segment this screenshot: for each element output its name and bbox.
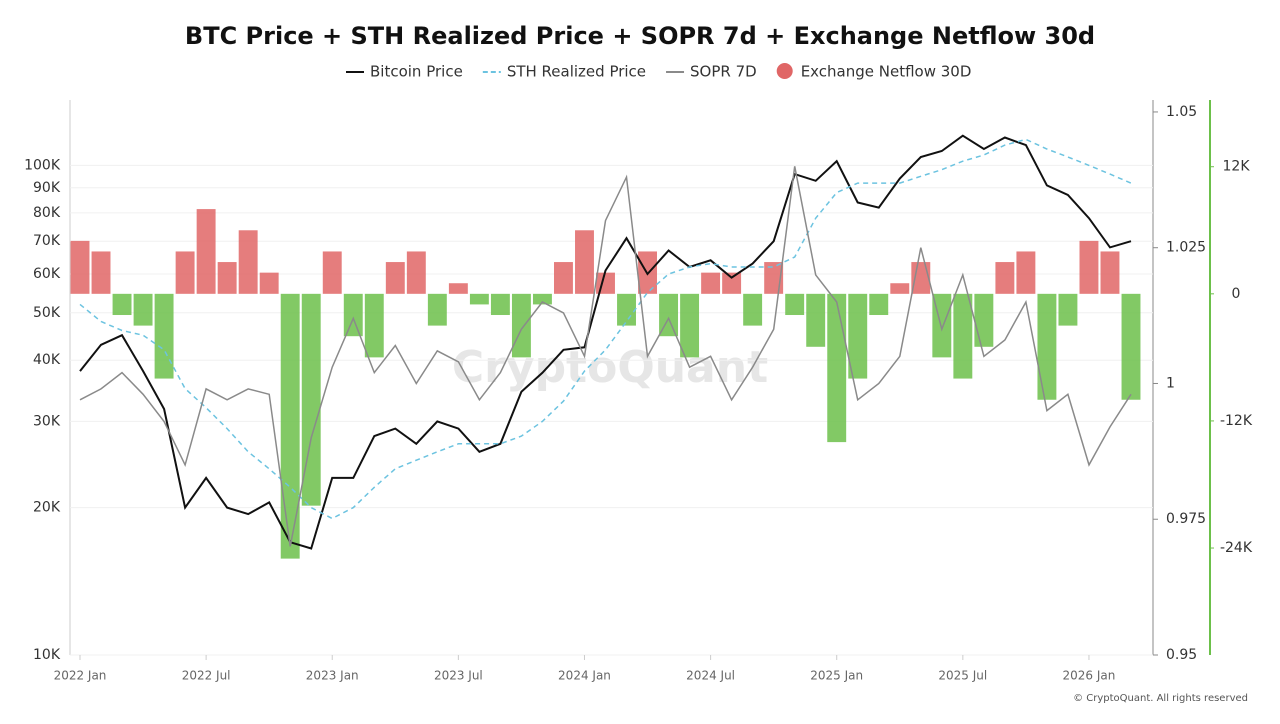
legend-item: STH Realized Price bbox=[482, 63, 646, 81]
x-tick-label: 2025 Jan bbox=[810, 669, 863, 683]
netflow-bar bbox=[596, 272, 615, 294]
y-tick-label: 70K bbox=[33, 233, 61, 249]
series-line bbox=[79, 166, 1132, 547]
legend-label: STH Realized Price bbox=[507, 63, 646, 81]
y-tick-label: 60K bbox=[33, 266, 61, 282]
netflow-bar bbox=[532, 293, 552, 305]
netflow-bar bbox=[196, 209, 216, 294]
netflow-bar bbox=[238, 230, 258, 294]
footer: © CryptoQuant. All rights reserved bbox=[1073, 693, 1248, 704]
netflow-bar bbox=[911, 262, 931, 294]
chart-title: BTC Price + STH Realized Price + SOPR 7d… bbox=[185, 22, 1095, 50]
netflow-bar bbox=[1100, 251, 1120, 294]
x-tick-label: 2022 Jul bbox=[182, 669, 231, 683]
y3-tick-label: 12K bbox=[1223, 159, 1251, 175]
netflow-bar bbox=[1058, 293, 1078, 326]
x-tick-label: 2024 Jan bbox=[558, 669, 611, 683]
netflow-bar bbox=[554, 262, 573, 294]
y3-tick-label: -12K bbox=[1220, 413, 1253, 429]
netflow-bar bbox=[995, 262, 1015, 294]
x-tick-label: 2025 Jul bbox=[938, 669, 987, 683]
y3-tick-label: -24K bbox=[1220, 540, 1253, 556]
netflow-bar bbox=[1079, 240, 1099, 294]
netflow-bar bbox=[848, 293, 868, 379]
netflow-bar bbox=[680, 293, 700, 358]
netflow-bar bbox=[133, 293, 153, 326]
netflow-bar bbox=[575, 230, 594, 294]
netflow-bar bbox=[827, 293, 847, 443]
netflow-bar bbox=[259, 272, 279, 294]
y2-tick-label: 0.975 bbox=[1166, 511, 1206, 527]
series-line bbox=[79, 134, 1132, 550]
y-tick-label: 100K bbox=[24, 157, 61, 173]
y3-tick-label: 0 bbox=[1232, 286, 1241, 302]
netflow-bar bbox=[322, 251, 342, 294]
netflow-bar bbox=[617, 293, 636, 326]
netflow-bar bbox=[869, 293, 889, 316]
netflow-bar bbox=[701, 272, 721, 294]
netflow-bar bbox=[806, 293, 826, 347]
y-tick-label: 20K bbox=[33, 500, 61, 516]
y2-tick-label: 0.95 bbox=[1166, 647, 1197, 663]
y-tick-label: 10K bbox=[33, 647, 61, 663]
netflow-bar bbox=[112, 293, 132, 316]
netflow-bar bbox=[469, 293, 489, 305]
netflow-bar bbox=[953, 293, 973, 379]
x-tick-label: 2026 Jan bbox=[1063, 669, 1116, 683]
netflow-bar bbox=[427, 293, 447, 326]
netflow-bar bbox=[385, 262, 405, 294]
netflow-bar bbox=[722, 272, 742, 294]
y2-tick-label: 1.05 bbox=[1166, 104, 1197, 120]
netflow-bar bbox=[743, 293, 763, 326]
legend-item: Exchange Netflow 30D bbox=[776, 63, 972, 81]
legend-item: Bitcoin Price bbox=[346, 63, 463, 81]
netflow-bar bbox=[91, 251, 111, 294]
netflow-bar bbox=[364, 293, 384, 358]
netflow-bar bbox=[1037, 293, 1057, 400]
x-tick-label: 2024 Jul bbox=[686, 669, 735, 683]
legend-swatch bbox=[776, 63, 793, 79]
y-tick-label: 50K bbox=[33, 305, 61, 321]
netflow-bar bbox=[1121, 293, 1141, 400]
legend-item: SOPR 7D bbox=[666, 63, 757, 81]
netflow-bar bbox=[490, 293, 510, 316]
x-tick-label: 2022 Jan bbox=[54, 669, 107, 683]
legend-label: Exchange Netflow 30D bbox=[801, 63, 972, 81]
netflow-bar bbox=[280, 293, 300, 559]
y-tick-label: 80K bbox=[33, 205, 61, 221]
netflow-bar bbox=[785, 293, 805, 316]
watermark: CryptoQuant bbox=[452, 342, 768, 393]
netflow-bar bbox=[511, 293, 531, 358]
netflow-bar bbox=[301, 293, 321, 506]
netflow-bar bbox=[1016, 251, 1036, 294]
y2-tick-label: 1 bbox=[1166, 375, 1175, 391]
y-tick-label: 30K bbox=[33, 413, 61, 429]
netflow-bar bbox=[154, 293, 174, 379]
y-tick-label: 40K bbox=[33, 352, 61, 368]
sth-line bbox=[79, 138, 1132, 520]
y-tick-label: 90K bbox=[33, 180, 61, 196]
legend-label: Bitcoin Price bbox=[370, 63, 463, 81]
netflow-bar bbox=[217, 262, 237, 294]
netflow-bar bbox=[974, 293, 994, 347]
legend-label: SOPR 7D bbox=[690, 63, 757, 81]
y2-tick-label: 1.025 bbox=[1166, 240, 1206, 256]
netflow-bar bbox=[406, 251, 426, 294]
netflow-bar bbox=[890, 283, 910, 294]
x-tick-label: 2023 Jan bbox=[306, 669, 359, 683]
netflow-bar bbox=[764, 262, 784, 294]
x-tick-label: 2023 Jul bbox=[434, 669, 483, 683]
netflow-bar bbox=[448, 283, 468, 294]
netflow-bar bbox=[343, 293, 363, 337]
netflow-bar bbox=[70, 240, 90, 294]
netflow-bar bbox=[175, 251, 195, 294]
